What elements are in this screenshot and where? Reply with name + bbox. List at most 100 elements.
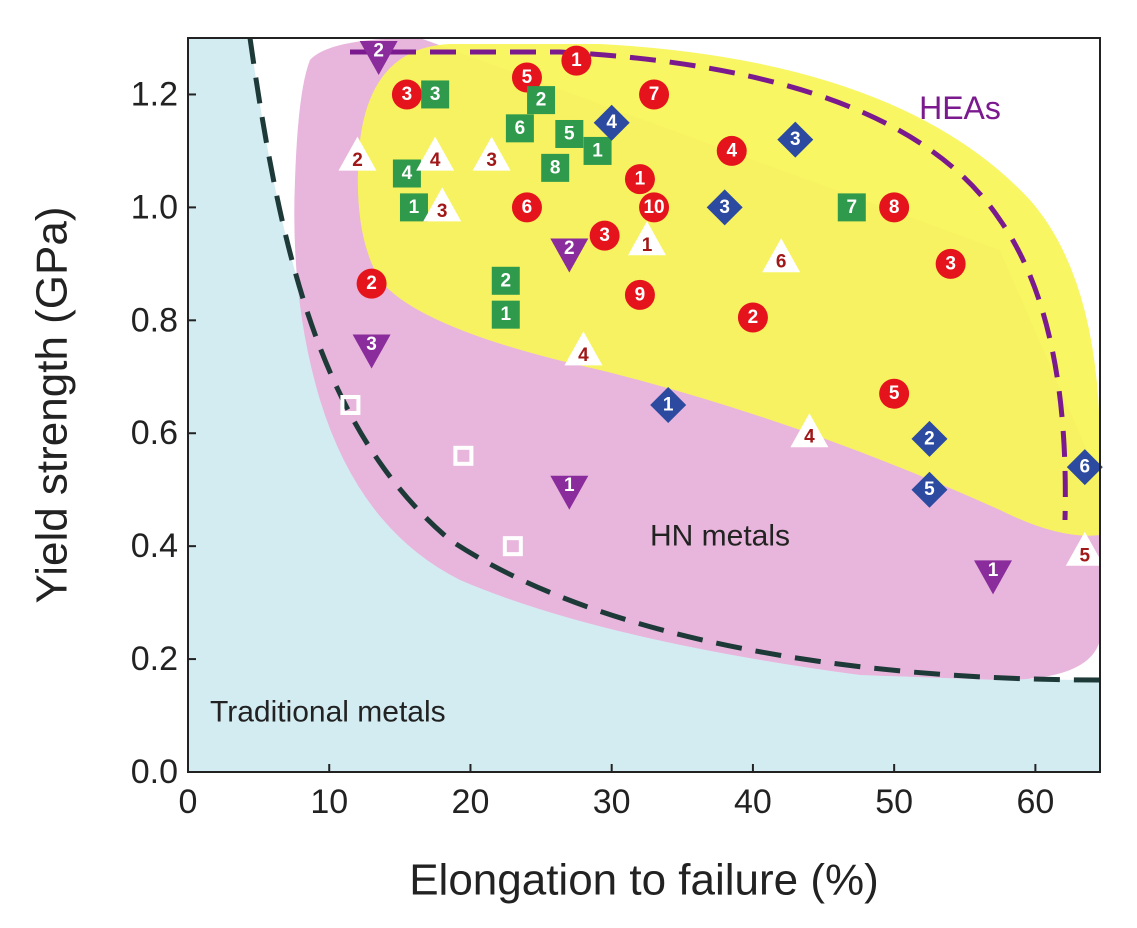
marker (624, 164, 655, 195)
marker (392, 159, 421, 188)
y-tick-label: 0.6 (131, 414, 178, 452)
marker (639, 192, 670, 223)
marker (790, 413, 829, 448)
marker-label: 3 (486, 150, 497, 171)
marker-label: 3 (366, 334, 377, 355)
y-tick-label: 0.4 (131, 527, 178, 565)
marker (555, 119, 584, 148)
marker-label: 4 (804, 427, 815, 448)
y-axis-title: Yield strength (GPa) (28, 207, 77, 604)
marker (502, 536, 523, 557)
marker-label: 7 (846, 197, 857, 218)
marker (911, 471, 948, 508)
marker-label: 7 (649, 84, 660, 105)
marker-label: 1 (409, 197, 420, 218)
marker-label: 6 (776, 252, 787, 273)
marker (472, 136, 511, 171)
marker (550, 475, 589, 510)
marker (650, 387, 687, 423)
marker-label: 1 (988, 560, 999, 581)
marker (550, 238, 589, 273)
marker-label: 1 (635, 169, 646, 190)
marker-label: 5 (1080, 545, 1091, 566)
marker (1065, 531, 1104, 566)
marker (340, 395, 361, 415)
x-tick-label: 50 (875, 783, 913, 821)
marker-label: 4 (402, 163, 413, 184)
marker-label: 10 (643, 197, 664, 218)
marker (777, 121, 814, 158)
marker (527, 86, 556, 115)
marker (879, 378, 910, 409)
marker (1066, 449, 1103, 486)
marker-label: 1 (571, 50, 582, 71)
marker (762, 238, 801, 273)
marker (564, 331, 603, 366)
marker (421, 80, 450, 109)
marker (423, 187, 462, 222)
marker (391, 79, 422, 110)
marker-label: 2 (373, 40, 384, 61)
marker-label: 5 (889, 383, 900, 404)
marker-label: 2 (748, 307, 759, 328)
marker (541, 153, 570, 182)
marker-label: 1 (642, 235, 653, 256)
annotation: HEAs (919, 90, 1001, 126)
marker (589, 220, 620, 251)
marker (359, 40, 398, 75)
marker-label: 5 (564, 123, 575, 144)
marker-label: 2 (352, 150, 363, 171)
marker-label: 5 (522, 67, 533, 88)
marker-label: 8 (550, 157, 561, 178)
marker-label: 1 (592, 140, 603, 161)
x-tick-label: 60 (1016, 783, 1054, 821)
x-tick-label: 20 (452, 783, 490, 821)
marker-label: 4 (726, 140, 737, 161)
marker (416, 136, 455, 171)
marker-label: 6 (515, 118, 526, 139)
marker-label: 3 (945, 253, 956, 274)
marker-label: 6 (1080, 457, 1091, 478)
marker-label: 8 (889, 197, 900, 218)
marker-label: 6 (522, 197, 533, 218)
x-tick-label: 10 (310, 783, 348, 821)
x-axis-title: Elongation to failure (%) (409, 856, 879, 905)
marker (628, 221, 666, 256)
marker-label: 3 (430, 84, 441, 105)
marker (593, 104, 630, 141)
annotation: HN metals (650, 520, 790, 553)
marker-label: 2 (366, 273, 377, 294)
marker (974, 560, 1013, 595)
y-tick-label: 1.2 (131, 75, 178, 113)
marker-label: 1 (663, 395, 674, 416)
marker-label: 2 (536, 90, 547, 111)
x-tick-label: 40 (734, 783, 772, 821)
marker (837, 193, 866, 222)
y-tick-label: 0.8 (131, 301, 178, 339)
marker-label: 5 (924, 479, 935, 500)
marker-label: 2 (924, 428, 935, 449)
x-tick-label: 0 (179, 783, 198, 821)
marker-label: 3 (719, 197, 730, 218)
marker (935, 248, 966, 279)
x-tick-label: 30 (593, 783, 631, 821)
annotation: Traditional metals (210, 696, 446, 729)
marker (338, 136, 377, 171)
marker-label: 3 (790, 129, 801, 150)
marker (505, 114, 534, 143)
hea-boundary (350, 49, 1068, 521)
marker-label: 2 (500, 270, 511, 291)
marker-label: 4 (430, 150, 441, 171)
marker (583, 136, 612, 165)
marker (879, 192, 910, 223)
marker (453, 445, 474, 466)
hn-boundary (247, 38, 1100, 683)
marker-label: 2 (564, 238, 575, 259)
marker-label: 1 (500, 304, 511, 325)
y-tick-label: 0.0 (131, 753, 178, 791)
y-tick-label: 1.0 (131, 188, 178, 226)
marker (561, 45, 592, 76)
marker-label: 9 (635, 284, 646, 305)
